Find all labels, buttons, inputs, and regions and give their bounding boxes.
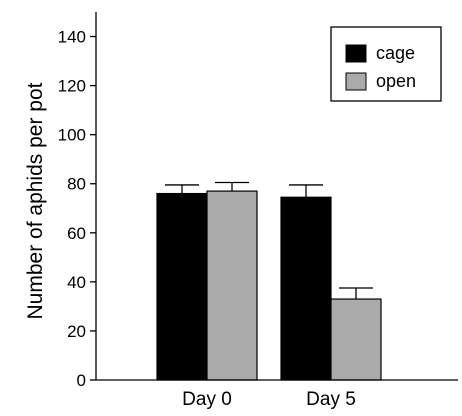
legend-box (330, 26, 442, 102)
bar-cage-day-5 (280, 196, 332, 381)
x-tick-label-day-5: Day 5 (306, 389, 356, 410)
legend-label-cage: cage (376, 43, 415, 63)
y-tick-label-100: 100 (58, 126, 86, 145)
y-tick-label-20: 20 (67, 322, 86, 341)
x-tick-label-day-0: Day 0 (182, 389, 232, 410)
y-tick-label-60: 60 (67, 224, 86, 243)
bar-open-day-0 (206, 190, 258, 381)
bar-cage-day-0 (156, 192, 208, 381)
plot-area (156, 181, 382, 381)
y-tick-label-120: 120 (58, 77, 86, 96)
y-tick-label-80: 80 (67, 175, 86, 194)
y-tick-label-40: 40 (67, 273, 86, 292)
axes: 0 20 40 60 80 100 120 140 Day 0 Day 5 (58, 12, 458, 410)
y-tick-label-140: 140 (58, 28, 86, 47)
legend-swatch-cage (345, 44, 367, 63)
y-axis-label: Number of aphids per pot (24, 82, 47, 319)
legend-swatch-open (345, 72, 367, 91)
legend-label-open: open (376, 71, 416, 91)
y-tick-label-0: 0 (77, 371, 86, 390)
legend: cage open (330, 26, 442, 102)
bar-open-day-5 (330, 298, 382, 381)
